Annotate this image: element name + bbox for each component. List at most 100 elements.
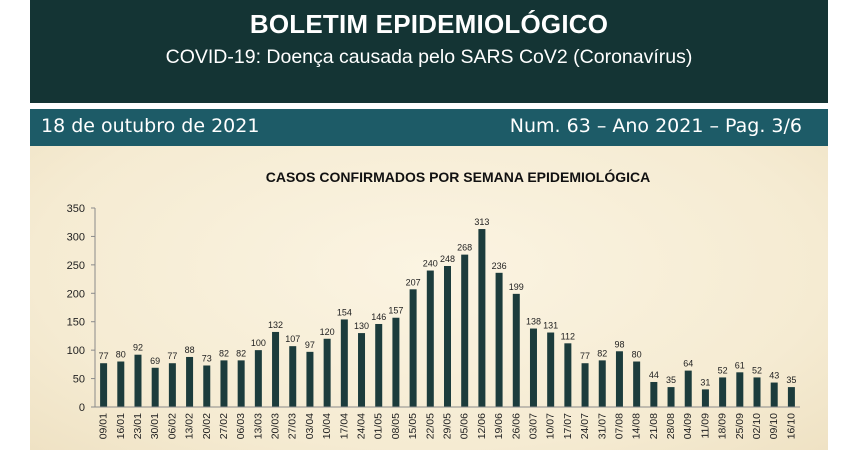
bulletin-subtitle: COVID-19: Doença causada pelo SARS CoV2 … bbox=[165, 46, 693, 68]
bar-value-label: 107 bbox=[285, 334, 300, 344]
x-tick-label: 27/02 bbox=[218, 413, 230, 439]
bar-value-label: 44 bbox=[649, 370, 659, 380]
x-tick-label: 31/07 bbox=[596, 413, 608, 439]
bar-value-label: 88 bbox=[185, 345, 195, 355]
bar bbox=[650, 381, 658, 407]
x-tick-label: 16/01 bbox=[115, 413, 127, 439]
bar bbox=[478, 229, 486, 407]
bar-value-label: 43 bbox=[769, 371, 779, 381]
x-tick-label: 08/05 bbox=[390, 413, 402, 439]
bar-value-label: 138 bbox=[526, 317, 541, 327]
bar-value-label: 80 bbox=[632, 350, 642, 360]
x-tick-label: 07/08 bbox=[613, 413, 625, 439]
bar bbox=[323, 338, 331, 407]
bar-value-label: 73 bbox=[202, 353, 212, 363]
bar-chart: CASOS CONFIRMADOS POR SEMANA EPIDEMIOLÓG… bbox=[67, 168, 800, 439]
bar bbox=[581, 363, 589, 407]
x-tick-label: 11/09 bbox=[699, 413, 711, 439]
y-tick-label: 100 bbox=[67, 345, 85, 357]
x-tick-label: 17/04 bbox=[338, 413, 350, 439]
x-tick-label: 15/05 bbox=[407, 413, 419, 439]
bar bbox=[701, 389, 709, 407]
bar bbox=[736, 372, 744, 407]
bar-value-label: 313 bbox=[474, 217, 489, 227]
bar-value-label: 100 bbox=[251, 338, 266, 348]
y-axis: 0 50 100 150 200 250 300 350 bbox=[67, 203, 96, 414]
x-tick-label: 27/03 bbox=[287, 413, 299, 439]
bulletin-title: BOLETIM EPIDEMIOLÓGICO bbox=[249, 9, 609, 39]
x-tick-label: 26/06 bbox=[510, 413, 522, 439]
bar bbox=[134, 354, 142, 407]
bar bbox=[375, 323, 383, 407]
bar bbox=[444, 265, 451, 407]
bar-value-label: 52 bbox=[752, 365, 762, 375]
x-tick-label: 24/04 bbox=[356, 413, 368, 439]
bar-value-label: 154 bbox=[337, 307, 352, 317]
x-tick-label: 03/07 bbox=[527, 413, 539, 439]
bar bbox=[461, 254, 469, 407]
bar-value-label: 130 bbox=[354, 321, 369, 331]
bar bbox=[426, 270, 434, 407]
bar-value-label: 35 bbox=[666, 375, 676, 385]
bar bbox=[340, 319, 348, 407]
bar-value-label: 248 bbox=[440, 254, 455, 264]
bar bbox=[237, 360, 245, 407]
x-tick-label: 09/01 bbox=[98, 413, 110, 439]
bar-value-label: 207 bbox=[406, 277, 421, 287]
x-tick-label: 16/10 bbox=[785, 413, 797, 439]
bar-value-label: 82 bbox=[597, 348, 607, 358]
x-tick-label: 22/05 bbox=[424, 413, 436, 439]
bar bbox=[392, 317, 400, 407]
bar bbox=[633, 361, 641, 407]
x-tick-label: 21/08 bbox=[648, 413, 660, 439]
x-tick-label: 06/03 bbox=[235, 413, 247, 439]
x-tick-label: 23/01 bbox=[132, 413, 144, 439]
bar-value-label: 120 bbox=[320, 327, 335, 337]
bar bbox=[667, 387, 675, 407]
bar-value-label: 236 bbox=[492, 261, 507, 271]
x-tick-label: 06/02 bbox=[166, 413, 178, 439]
bulletin-date: 18 de outubro de 2021 bbox=[41, 115, 260, 137]
y-tick-label: 150 bbox=[67, 317, 85, 329]
x-tick-label: 02/10 bbox=[751, 413, 763, 439]
bar bbox=[151, 367, 159, 407]
bar-value-label: 82 bbox=[236, 348, 246, 358]
y-tick-label: 0 bbox=[79, 402, 85, 414]
bar bbox=[220, 360, 228, 407]
y-tick-label: 350 bbox=[67, 203, 85, 215]
x-tick-label: 04/09 bbox=[682, 413, 694, 439]
bar-value-label: 132 bbox=[268, 320, 283, 330]
x-tick-label: 17/07 bbox=[562, 413, 574, 439]
x-tick-label: 10/07 bbox=[545, 413, 557, 439]
bar-value-label: 69 bbox=[150, 356, 160, 366]
x-tick-label: 12/06 bbox=[476, 413, 488, 439]
bar bbox=[787, 387, 795, 407]
bar bbox=[409, 289, 417, 407]
x-tick-label: 13/03 bbox=[252, 413, 264, 439]
x-tick-label: 24/07 bbox=[579, 413, 591, 439]
bar bbox=[289, 346, 297, 407]
bar-value-label: 77 bbox=[167, 351, 177, 361]
y-tick-label: 200 bbox=[67, 288, 85, 300]
bar-value-label: 268 bbox=[457, 243, 472, 253]
bar-value-label: 97 bbox=[305, 340, 315, 350]
bar-value-label: 131 bbox=[543, 321, 558, 331]
bar-value-label: 52 bbox=[718, 365, 728, 375]
bar-value-label: 82 bbox=[219, 348, 229, 358]
bar bbox=[306, 351, 314, 407]
x-tick-label: 14/08 bbox=[631, 413, 643, 439]
bar bbox=[358, 333, 366, 407]
x-tick-label: 20/03 bbox=[270, 413, 282, 439]
bar-value-label: 31 bbox=[700, 377, 710, 387]
x-tick-label: 19/06 bbox=[493, 413, 505, 439]
bar-value-label: 77 bbox=[99, 351, 109, 361]
bar bbox=[719, 377, 727, 407]
bar-value-label: 98 bbox=[614, 339, 624, 349]
x-tick-label: 01/05 bbox=[373, 413, 385, 439]
bar bbox=[100, 363, 108, 407]
x-tick-label: 29/05 bbox=[442, 413, 454, 439]
y-tick-label: 250 bbox=[67, 260, 85, 272]
bar bbox=[684, 370, 692, 407]
bar bbox=[547, 332, 555, 407]
